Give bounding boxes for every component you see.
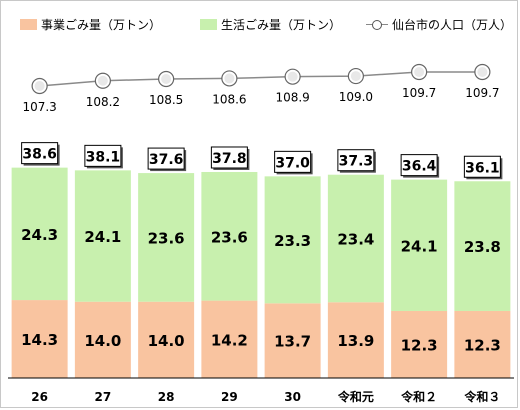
bar-business (201, 300, 258, 378)
legend-item-population: 仙台市の人口（万人） (366, 16, 512, 33)
bar-label-business: 14.2 (211, 331, 248, 349)
population-point-inner (34, 81, 45, 91)
total-label: 36.4 (402, 159, 437, 175)
population-label: 107.3 (22, 100, 56, 114)
total-box (84, 144, 122, 167)
legend-label-business: 事業ごみ量（万トン） (41, 18, 162, 32)
x-tick-label: 27 (95, 390, 112, 404)
population-label: 109.7 (402, 86, 436, 100)
legend-label-population: 仙台市の人口（万人） (392, 18, 513, 32)
x-tick-label: 令和２ (400, 389, 437, 404)
population-label: 108.9 (275, 91, 309, 105)
population-label: 108.2 (86, 95, 120, 109)
population-point-inner (414, 67, 425, 77)
total-label: 36.1 (465, 160, 500, 176)
bar-household (454, 181, 511, 311)
x-tick-label: 令和３ (463, 389, 500, 404)
bar-label-household: 23.6 (148, 229, 185, 247)
bar-business (138, 301, 195, 378)
total-label: 37.8 (212, 151, 247, 167)
population-label: 109.0 (339, 90, 373, 104)
bar-label-household: 24.1 (401, 237, 438, 255)
bar-label-household: 24.1 (84, 228, 121, 246)
bar-label-household: 23.3 (274, 232, 311, 250)
total-label: 37.3 (339, 154, 374, 170)
bar-household (138, 173, 195, 302)
population-point-inner (161, 74, 172, 84)
bar-business (74, 301, 131, 378)
total-label: 37.0 (275, 155, 310, 171)
bar-label-business: 13.7 (274, 333, 311, 351)
x-tick-label: 令和元 (337, 389, 374, 404)
bar-label-business: 12.3 (401, 336, 438, 354)
population-label: 108.5 (149, 93, 183, 107)
x-tick-label: 28 (158, 390, 175, 404)
total-box (147, 147, 185, 170)
bar-household (327, 174, 384, 303)
bar-business (454, 310, 511, 378)
total-box (337, 149, 375, 172)
legend-item-household: 生活ごみ量（万トン） (200, 16, 341, 33)
bar-label-business: 14.3 (21, 331, 58, 349)
x-tick-label: 26 (31, 390, 48, 404)
legend-marker-population (366, 19, 388, 30)
total-label: 38.1 (86, 149, 121, 165)
bar-business (264, 303, 321, 378)
bar-household (264, 176, 321, 304)
total-box (21, 142, 59, 165)
bar-label-business: 12.3 (464, 336, 501, 354)
bar-label-household: 24.3 (21, 226, 58, 244)
population-point-inner (224, 73, 235, 84)
total-box (210, 146, 248, 169)
bar-household (201, 171, 258, 301)
total-box (274, 150, 312, 173)
population-point-inner (287, 71, 298, 82)
total-label: 38.6 (22, 147, 57, 163)
legend: 事業ごみ量（万トン） 生活ごみ量（万トン） 仙台市の人口（万人） (0, 6, 520, 40)
legend-label-household: 生活ごみ量（万トン） (221, 18, 342, 32)
bar-label-business: 14.0 (84, 332, 121, 350)
bar-label-household: 23.4 (337, 230, 374, 248)
bar-household (74, 170, 131, 302)
population-point-inner (97, 75, 108, 86)
population-label: 108.6 (212, 92, 246, 106)
total-box (400, 154, 438, 177)
bar-household (11, 167, 68, 301)
bar-business (11, 300, 68, 378)
population-label: 109.7 (465, 86, 499, 100)
bar-label-business: 13.9 (337, 332, 374, 350)
legend-item-business: 事業ごみ量（万トン） (20, 16, 161, 33)
population-point-inner (350, 71, 361, 82)
bar-business (391, 310, 448, 378)
legend-swatch-household (200, 19, 217, 30)
x-tick-label: 29 (221, 390, 238, 404)
bar-label-household: 23.6 (211, 228, 248, 246)
bar-label-business: 14.0 (148, 332, 185, 350)
x-tick-label: 30 (284, 390, 301, 404)
total-box (463, 155, 501, 178)
bar-household (391, 179, 448, 311)
total-label: 37.6 (149, 152, 184, 168)
bar-label-household: 23.8 (464, 238, 501, 256)
bar-business (327, 302, 384, 378)
legend-swatch-business (20, 19, 37, 30)
population-line (39, 71, 483, 87)
population-point-inner (477, 67, 488, 77)
